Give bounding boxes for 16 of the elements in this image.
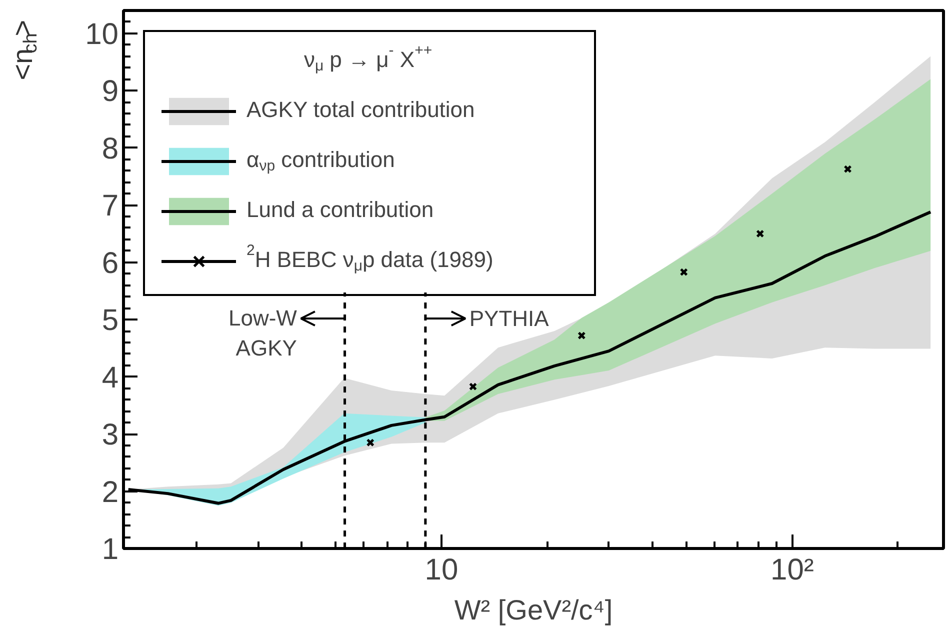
- legend-label: Lund a contribution: [246, 197, 434, 222]
- y-tick-label: 5: [102, 304, 119, 338]
- y-tick-label: 7: [102, 190, 119, 223]
- y-tick-label: 3: [102, 418, 119, 452]
- y-tick-label: 8: [102, 132, 119, 166]
- ref-line-label: PYTHIA: [469, 306, 550, 331]
- y-tick-label: 4: [102, 361, 119, 394]
- y-tick-label: 9: [102, 75, 119, 108]
- legend-label: AGKY total contribution: [246, 97, 475, 122]
- y-tick-label: 6: [102, 246, 119, 280]
- y-tick-label: 1: [102, 533, 119, 566]
- y-tick-label: 10: [85, 18, 119, 51]
- x-axis-title: W² [GeV²/c⁴]: [454, 594, 613, 626]
- x-tick-label: 10²: [770, 554, 814, 586]
- ref-line-label: Low-W AGKY: [228, 306, 298, 360]
- y-tick-label: 2: [102, 476, 119, 509]
